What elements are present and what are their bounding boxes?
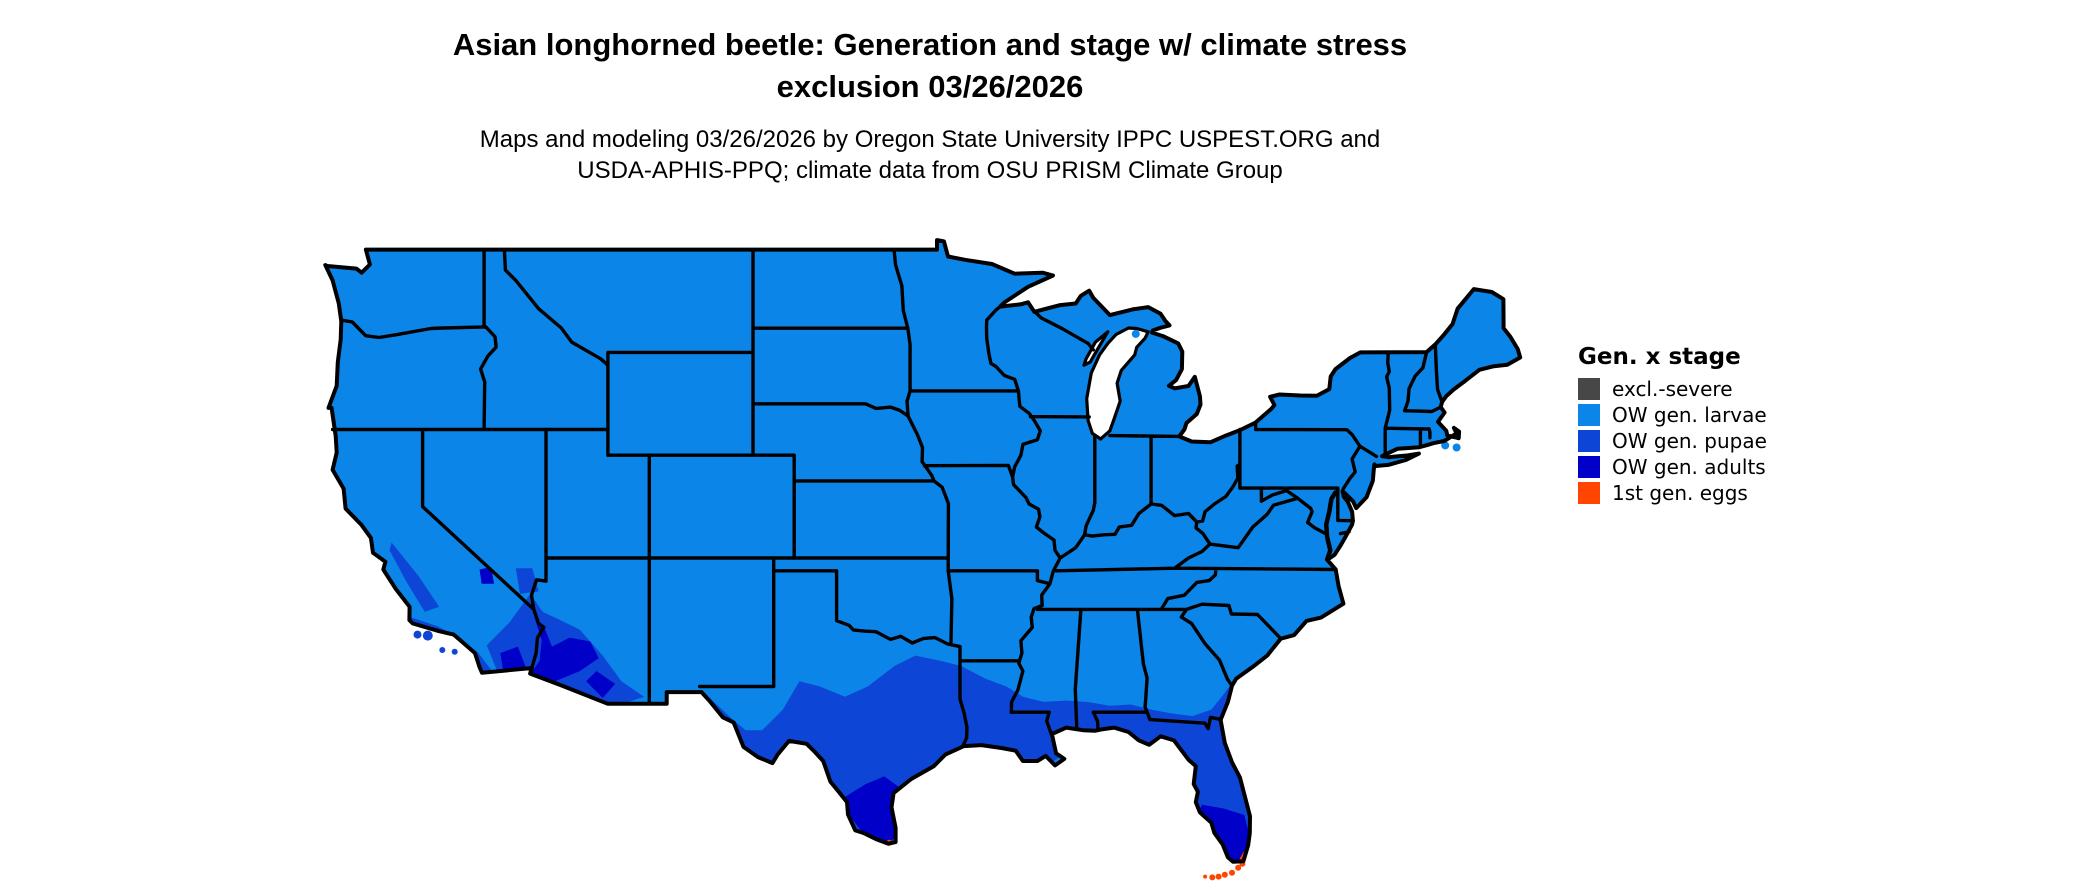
legend-item-1st-gen-eggs: 1st gen. eggs: [1578, 481, 1767, 505]
figure-subtitle: Maps and modeling 03/26/2026 by Oregon S…: [80, 124, 1780, 186]
overlay-ow-gen-adults: [844, 776, 899, 846]
island: [1131, 329, 1140, 338]
legend-label-ow-gen-larvae: OW gen. larvae: [1612, 403, 1767, 427]
figure-title-line1: Asian longhorned beetle: Generation and …: [452, 27, 1408, 62]
legend-swatch-excl-severe: [1578, 378, 1600, 400]
legend-label-ow-gen-adults: OW gen. adults: [1612, 455, 1766, 479]
figure-title: Asian longhorned beetle: Generation and …: [80, 24, 1780, 108]
legend-item-ow-gen-larvae: OW gen. larvae: [1578, 403, 1767, 427]
overlay-dot-first-gen-eggs: [1235, 864, 1242, 871]
overlay-ow-gen-adults: [500, 646, 528, 673]
green-bay: [1082, 330, 1110, 367]
legend-swatch-ow-gen-pupae: [1578, 430, 1600, 452]
island: [1441, 441, 1450, 450]
legend: Gen. x stage excl.-severe OW gen. larvae…: [1578, 344, 1767, 508]
legend-item-excl-severe: excl.-severe: [1578, 377, 1767, 401]
us-map: [315, 238, 1527, 883]
legend-label-1st-gen-eggs: 1st gen. eggs: [1612, 481, 1748, 505]
overlay-dot-first-gen-eggs: [1215, 873, 1222, 880]
legend-item-ow-gen-pupae: OW gen. pupae: [1578, 429, 1767, 453]
overlay-ow-gen-adults: [528, 617, 599, 683]
overlay-ow-gen-pupae: [389, 542, 440, 612]
legend-swatch-ow-gen-larvae: [1578, 404, 1600, 426]
overlay-dot-first-gen-eggs: [1229, 869, 1235, 876]
legend-label-ow-gen-pupae: OW gen. pupae: [1612, 429, 1767, 453]
legend-items: excl.-severe OW gen. larvae OW gen. pupa…: [1578, 377, 1767, 505]
us-map-svg: [323, 238, 1523, 881]
overlay-dot-first-gen-eggs: [1203, 874, 1208, 879]
legend-swatch-ow-gen-adults: [1578, 456, 1600, 478]
island: [413, 630, 422, 639]
figure-subtitle-line1: Maps and modeling 03/26/2026 by Oregon S…: [479, 126, 1381, 153]
island: [422, 630, 433, 641]
legend-label-excl-severe: excl.-severe: [1612, 377, 1733, 401]
legend-swatch-1st-gen-eggs: [1578, 482, 1600, 504]
lake-michigan: [1085, 326, 1150, 441]
overlay-dot-first-gen-eggs: [1209, 874, 1216, 881]
overlay-dot-first-gen-eggs: [1221, 871, 1228, 878]
chesapeake-bay: [1323, 490, 1338, 562]
figure-subtitle-line2: USDA-APHIS-PPQ; climate data from OSU PR…: [577, 157, 1283, 184]
us-outline: [323, 238, 1523, 864]
figure-title-line2: exclusion 03/26/2026: [776, 69, 1084, 104]
island: [439, 647, 446, 653]
island: [1452, 443, 1461, 452]
legend-title: Gen. x stage: [1578, 344, 1741, 370]
island: [451, 648, 458, 655]
overlay-ow-gen-adults: [586, 671, 616, 698]
legend-item-ow-gen-adults: OW gen. adults: [1578, 455, 1767, 479]
state-borders: [330, 247, 1444, 748]
